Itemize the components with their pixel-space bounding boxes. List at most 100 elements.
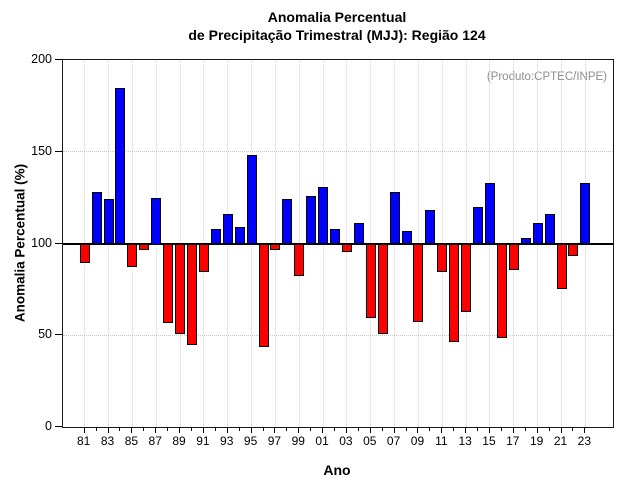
x-tick — [179, 427, 181, 433]
bar-1991 — [198, 243, 209, 273]
x-tick-label: 95 — [243, 434, 258, 448]
bar-2000 — [306, 195, 317, 245]
chart-title: Anomalia Percentual de Precipitação Trim… — [62, 8, 612, 44]
bar-1998 — [282, 199, 293, 245]
x-tick — [334, 427, 336, 431]
x-tick — [584, 427, 586, 433]
bar-2014 — [473, 206, 484, 245]
x-tick — [381, 427, 383, 431]
x-tick — [83, 427, 85, 433]
bar-2011 — [437, 243, 448, 273]
bar-2020 — [544, 214, 555, 245]
x-tick — [119, 427, 121, 431]
x-tick — [536, 427, 538, 433]
bar-2017 — [508, 243, 519, 271]
x-tick — [572, 427, 574, 431]
y-tick — [55, 59, 62, 60]
x-tick — [298, 427, 300, 433]
bar-2008 — [401, 230, 412, 245]
bar-1992 — [210, 228, 221, 245]
x-tick — [310, 427, 312, 431]
bar-2010 — [425, 210, 436, 245]
h-gridline — [63, 334, 613, 336]
x-tick — [429, 427, 431, 431]
x-tick — [322, 427, 324, 433]
x-tick-label: 03 — [339, 434, 353, 448]
x-tick — [131, 427, 133, 433]
bar-1982 — [91, 192, 102, 245]
x-tick — [250, 427, 252, 433]
x-tick-label: 13 — [458, 434, 472, 448]
y-tick — [55, 150, 62, 152]
bar-1987 — [151, 197, 162, 245]
bar-2003 — [341, 243, 352, 252]
bar-2023 — [580, 182, 591, 245]
x-tick — [465, 427, 467, 433]
y-tick-label: 0 — [45, 419, 52, 433]
x-tick — [357, 427, 359, 431]
bar-2022 — [568, 243, 579, 256]
bar-2012 — [449, 243, 460, 342]
y-tick-label: 100 — [31, 235, 52, 250]
bar-2009 — [413, 243, 424, 322]
x-tick — [167, 427, 169, 431]
x-tick — [345, 427, 347, 433]
bar-2001 — [318, 186, 329, 245]
y-tick — [55, 334, 62, 336]
y-tick-label: 200 — [31, 52, 52, 66]
bar-2005 — [365, 243, 376, 318]
bar-2006 — [377, 243, 388, 335]
x-tick — [190, 427, 192, 431]
x-tick — [441, 427, 443, 433]
x-tick — [405, 427, 407, 431]
bar-1989 — [175, 243, 186, 335]
x-tick-label: 87 — [148, 434, 162, 448]
x-tick — [107, 427, 109, 433]
x-tick — [417, 427, 419, 433]
bar-1993 — [222, 214, 233, 245]
x-tick-label: 05 — [363, 434, 377, 448]
x-tick — [286, 427, 288, 431]
x-tick-label: 93 — [220, 434, 234, 448]
x-tick — [155, 427, 157, 433]
x-tick — [202, 427, 204, 433]
x-tick-label: 19 — [529, 434, 544, 448]
bar-1994 — [234, 226, 245, 245]
bar-1996 — [258, 243, 269, 348]
bar-2018 — [520, 237, 531, 245]
bar-1988 — [163, 243, 174, 324]
source-annotation: (Produto:CPTEC/INPE) — [486, 71, 607, 83]
x-axis-title: Ano — [323, 462, 351, 478]
x-tick-label: 09 — [410, 434, 425, 448]
x-tick-label: 17 — [506, 434, 520, 448]
bar-1985 — [127, 243, 138, 267]
x-tick-label: 89 — [172, 434, 186, 448]
x-tick — [500, 427, 502, 431]
x-tick-label: 85 — [124, 434, 139, 448]
x-tick — [143, 427, 145, 431]
bar-2016 — [496, 243, 507, 339]
bar-1984 — [115, 87, 126, 245]
bar-1997 — [270, 243, 281, 250]
x-tick — [512, 427, 514, 433]
x-tick — [524, 427, 526, 431]
bar-2004 — [353, 223, 364, 245]
bar-1981 — [79, 243, 90, 263]
x-tick-label: 91 — [196, 434, 210, 448]
x-tick — [226, 427, 228, 433]
bar-1983 — [103, 199, 114, 245]
bar-1986 — [139, 243, 150, 250]
x-tick — [369, 427, 371, 433]
x-tick-label: 99 — [291, 434, 305, 448]
x-tick — [95, 427, 97, 431]
x-tick — [453, 427, 455, 431]
x-tick — [214, 427, 216, 431]
h-gridline — [63, 151, 613, 153]
bar-1995 — [246, 155, 257, 245]
x-tick-label: 97 — [267, 434, 282, 448]
x-tick — [262, 427, 264, 431]
y-tick — [55, 426, 62, 427]
plot-area: (Produto:CPTEC/INPE) — [62, 59, 614, 428]
x-tick — [238, 427, 240, 431]
